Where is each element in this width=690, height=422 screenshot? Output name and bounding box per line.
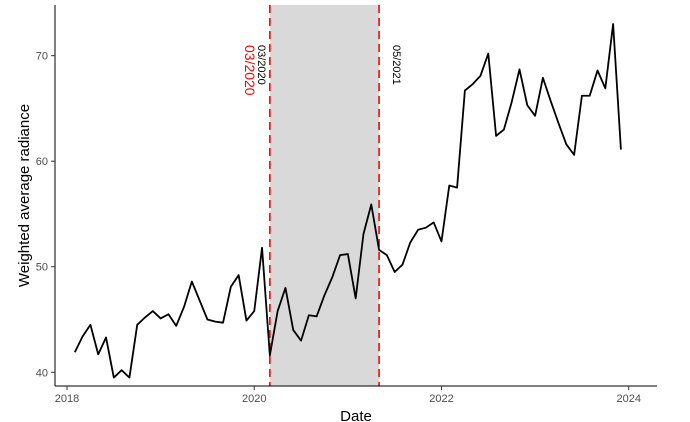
annotation-label: 05/2021 [390, 45, 402, 85]
reference-lines-layer [269, 5, 380, 386]
x-tick-label: 2018 [55, 393, 79, 405]
shaded-period [269, 5, 380, 386]
y-tick-label: 50 [36, 262, 48, 274]
series-line-0 [74, 23, 622, 379]
y-axis-title: Weighted average radiance [16, 104, 33, 287]
x-tick-label: 2024 [616, 393, 640, 405]
annotation-label: 03/2020 [255, 45, 267, 85]
annotation-label: 03/2020 [242, 45, 258, 96]
y-tick-label: 60 [36, 156, 48, 168]
y-tick-label: 40 [36, 367, 48, 379]
axes-layer [54, 5, 657, 387]
x-axis-title: Date [340, 408, 372, 422]
x-tick-label: 2020 [242, 393, 266, 405]
ticks-layer: 2018 2020 2022 2024 40 50 60 70 [36, 51, 641, 405]
series-layer [74, 23, 622, 379]
y-tick-label: 70 [36, 51, 48, 63]
shaded-period-layer [269, 5, 380, 386]
x-tick-label: 2022 [429, 393, 453, 405]
